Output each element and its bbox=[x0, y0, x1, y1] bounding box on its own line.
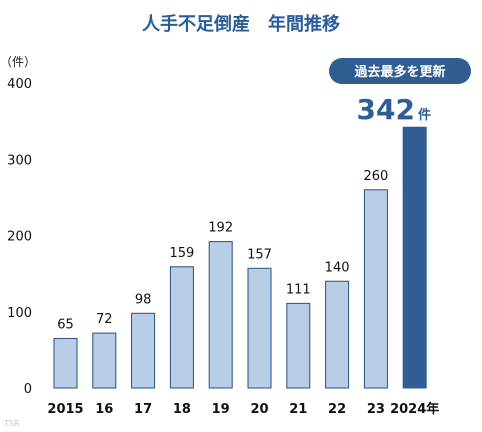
category-label: 23 bbox=[367, 402, 385, 417]
bar-highlight bbox=[402, 126, 427, 389]
y-axis-unit: （件） bbox=[0, 55, 36, 69]
y-tick-label: 400 bbox=[7, 77, 32, 92]
highlight-value: 342 bbox=[357, 93, 415, 126]
data-label: 192 bbox=[208, 221, 233, 236]
bar bbox=[363, 189, 388, 389]
category-label: 17 bbox=[134, 402, 152, 417]
y-tick-label: 200 bbox=[7, 230, 32, 245]
record-badge bbox=[329, 58, 471, 84]
data-label: 65 bbox=[57, 317, 74, 332]
data-label: 140 bbox=[325, 260, 350, 275]
data-label: 157 bbox=[247, 247, 272, 262]
bars bbox=[53, 126, 427, 389]
bar bbox=[208, 241, 233, 389]
watermark: TSR bbox=[3, 419, 20, 428]
category-label: 20 bbox=[250, 402, 268, 417]
y-tick-label: 0 bbox=[24, 382, 32, 397]
data-label: 72 bbox=[96, 312, 113, 327]
bar bbox=[169, 266, 194, 389]
record-badge-text: 過去最多を更新 bbox=[353, 64, 445, 80]
bar bbox=[286, 302, 311, 389]
category-label: 2024年 bbox=[390, 401, 439, 417]
data-label: 159 bbox=[169, 246, 194, 261]
y-tick-label: 100 bbox=[7, 306, 32, 321]
bar bbox=[53, 337, 78, 389]
y-axis-ticks: 0 100 200 300 400 bbox=[7, 77, 32, 397]
category-label: 18 bbox=[173, 402, 191, 417]
category-label: 16 bbox=[95, 402, 113, 417]
category-label: 2015 bbox=[47, 402, 83, 417]
bar bbox=[325, 280, 350, 389]
category-label: 19 bbox=[212, 402, 230, 417]
bar bbox=[247, 267, 272, 389]
data-label: 98 bbox=[135, 292, 152, 307]
bar bbox=[131, 312, 156, 389]
data-label: 260 bbox=[363, 169, 388, 184]
category-labels: 2015 16 17 18 19 20 21 22 23 2024年 bbox=[47, 401, 439, 417]
category-label: 21 bbox=[289, 402, 307, 417]
bar bbox=[92, 332, 117, 389]
category-label: 22 bbox=[328, 402, 346, 417]
data-labels: 65 72 98 159 192 157 111 140 260 bbox=[57, 169, 388, 333]
highlight-callout: 過去最多を更新 342 件 bbox=[329, 58, 471, 126]
chart-title: 人手不足倒産 年間推移 bbox=[142, 13, 340, 35]
y-tick-label: 300 bbox=[7, 153, 32, 168]
data-label: 111 bbox=[286, 282, 311, 297]
highlight-unit: 件 bbox=[418, 107, 431, 123]
